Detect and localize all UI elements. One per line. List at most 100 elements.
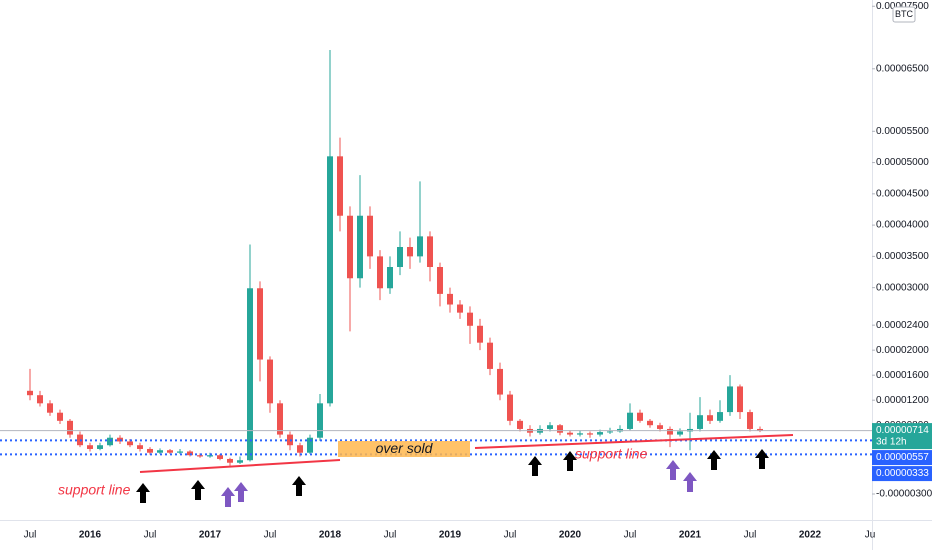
candle-body xyxy=(677,431,683,435)
y-tick-label: 0.00002000 xyxy=(876,345,929,356)
candle-body xyxy=(87,445,93,449)
candle-body xyxy=(587,433,593,435)
candle-body xyxy=(607,431,613,433)
x-tick-label: Jul xyxy=(744,530,757,541)
candle-body xyxy=(217,455,223,459)
candle-body xyxy=(247,288,253,461)
x-tick-label: 2021 xyxy=(679,530,702,541)
candle-body xyxy=(147,448,153,453)
price-sublabel: 3d 12h xyxy=(876,437,907,448)
x-tick-label: 2016 xyxy=(79,530,102,541)
over-sold-box xyxy=(338,441,470,457)
support-line-label: support line xyxy=(575,446,648,462)
candle-body xyxy=(57,412,63,421)
price-label-box xyxy=(872,466,932,482)
y-tick-label: 0.00007500 xyxy=(876,1,929,12)
y-tick-label: 0.00001600 xyxy=(876,370,929,381)
price-label: 0.00000333 xyxy=(876,468,929,479)
y-tick-label: 0.00003000 xyxy=(876,282,929,293)
x-tick-label: 2019 xyxy=(439,530,462,541)
candle-body xyxy=(237,460,243,463)
x-tick-label: 2020 xyxy=(559,530,582,541)
candle-body xyxy=(277,403,283,435)
candle-body xyxy=(437,267,443,294)
candle-body xyxy=(327,156,333,404)
candle-body xyxy=(697,415,703,429)
y-tick-label: 0.00006500 xyxy=(876,63,929,74)
x-tick-label: 2017 xyxy=(199,530,222,541)
annotations: over sold support line support line xyxy=(58,434,794,507)
candle-body xyxy=(657,425,663,429)
candle-body xyxy=(737,386,743,413)
candle-body xyxy=(67,420,73,435)
y-tick-label: 0.00005500 xyxy=(876,126,929,137)
candle-body xyxy=(747,412,753,429)
x-tick-label: Jul xyxy=(264,530,277,541)
x-tick-label: 2018 xyxy=(319,530,342,541)
support-line xyxy=(139,459,341,473)
candle-body xyxy=(317,403,323,438)
candle-body xyxy=(297,445,303,453)
support-line xyxy=(474,434,794,449)
candle-body xyxy=(207,455,213,457)
price-label: 0.00000557 xyxy=(876,452,929,463)
candle-body xyxy=(727,386,733,413)
candle-body xyxy=(427,236,433,268)
candle-body xyxy=(157,450,163,453)
candle-body xyxy=(357,215,363,279)
candle-body xyxy=(557,425,563,433)
candle-body xyxy=(707,415,713,421)
candle-body xyxy=(637,412,643,421)
candle-body xyxy=(367,215,373,257)
x-tick-label: Jul xyxy=(384,530,397,541)
candle-body xyxy=(627,412,633,429)
candle-body xyxy=(597,432,603,435)
candle-body xyxy=(567,432,573,435)
price-label-box xyxy=(872,423,932,450)
candle-body xyxy=(397,246,403,268)
candle-body xyxy=(647,420,653,426)
candle-body xyxy=(447,293,453,305)
candle-body xyxy=(757,428,763,431)
candle-body xyxy=(377,256,383,289)
candle-body xyxy=(497,368,503,395)
candle-body xyxy=(107,437,113,446)
candle-body xyxy=(37,395,43,404)
candle-body xyxy=(487,342,493,369)
candle-body xyxy=(577,433,583,435)
candle-body xyxy=(257,288,263,360)
candle-body xyxy=(97,445,103,449)
x-tick-label: Jul xyxy=(24,530,37,541)
y-tick-label: 0.00004000 xyxy=(876,220,929,231)
candle-body xyxy=(27,390,33,396)
y-tick-label: -0.00000300 xyxy=(876,489,932,500)
y-tick-label: 0.00005000 xyxy=(876,157,929,168)
y-tick-label: 0.00001200 xyxy=(876,395,929,406)
candle-body xyxy=(307,437,313,453)
candle-body xyxy=(457,304,463,313)
candle-body xyxy=(547,425,553,429)
currency-badge xyxy=(892,6,916,23)
candle-body xyxy=(227,458,233,463)
candle-body xyxy=(347,215,353,279)
x-tick-label: Jul xyxy=(504,530,517,541)
price-label-box xyxy=(872,450,932,466)
candle-body xyxy=(267,359,273,404)
candle-body xyxy=(467,312,473,326)
x-tick-label: Jul xyxy=(624,530,637,541)
candle-body xyxy=(47,403,53,413)
candle-body xyxy=(407,246,413,257)
candle-body xyxy=(387,267,393,289)
x-tick-label: Ju xyxy=(865,530,876,541)
candle-body xyxy=(127,441,133,446)
x-tick-label: Jul xyxy=(144,530,157,541)
candle-body xyxy=(187,451,193,456)
candle-body xyxy=(717,412,723,421)
candle-body xyxy=(337,156,343,216)
candle-body xyxy=(137,445,143,449)
candle-body xyxy=(477,325,483,343)
y-tick-label: 0.00003500 xyxy=(876,251,929,262)
